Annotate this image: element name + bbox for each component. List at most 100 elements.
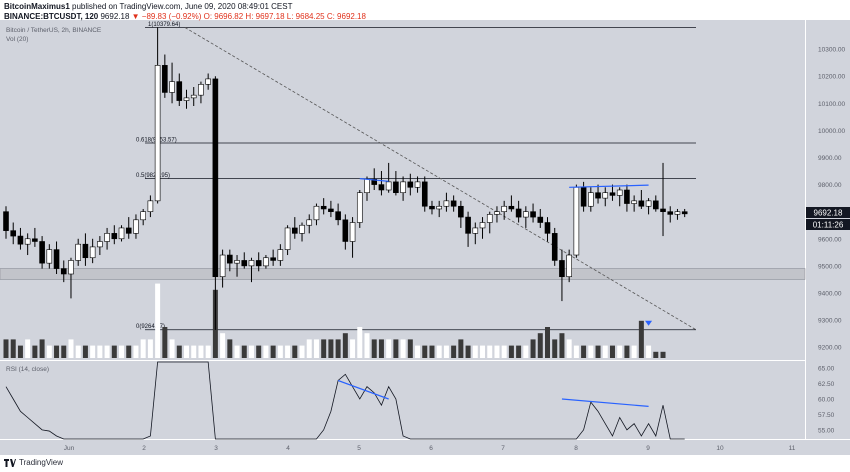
descending-trendline[interactable]	[184, 27, 697, 331]
candle-body	[588, 192, 594, 207]
volume-bar	[147, 339, 153, 358]
volume-bar	[104, 345, 110, 358]
volume-bar	[357, 327, 363, 358]
candle-body	[10, 230, 17, 237]
volume-bar	[602, 345, 608, 358]
tradingview-logo-icon	[4, 458, 16, 467]
volume-bar	[162, 327, 168, 358]
symbol[interactable]: BINANCE:BTCUSDT, 120	[4, 12, 99, 21]
volume-bar	[472, 345, 478, 358]
time-axis-bg	[0, 439, 850, 455]
volume-bar	[263, 345, 269, 358]
volume-bar	[313, 339, 319, 358]
rsi-divergence-right[interactable]	[561, 398, 649, 407]
resistance-line-left[interactable]	[359, 178, 389, 182]
volume-bar	[321, 339, 327, 358]
candle-body	[46, 249, 53, 264]
candle-body	[68, 260, 74, 275]
candle-body	[270, 257, 276, 261]
volume-bar	[465, 345, 471, 358]
candle-body	[508, 205, 515, 210]
volume-bar	[523, 345, 529, 358]
volume-bar	[595, 345, 601, 358]
volume-bar	[451, 345, 457, 358]
volume-bar	[17, 345, 23, 358]
candle-body	[140, 211, 146, 221]
volume-bar	[32, 345, 38, 358]
candle-body	[566, 254, 572, 278]
volume-bar	[10, 339, 16, 358]
price-change: ▼ −89.83 (−0.92%)	[131, 12, 202, 21]
author[interactable]: BitcoinMaximus1	[4, 2, 70, 11]
down-arrow-icon	[645, 320, 653, 326]
rsi-axis-tick: 62.50	[818, 381, 835, 388]
time-axis-tick: 10	[716, 445, 724, 452]
candle-body	[125, 227, 132, 234]
candle-body	[32, 238, 38, 242]
candle-body	[277, 249, 284, 261]
volume-bar	[140, 339, 146, 358]
candle-body	[219, 254, 226, 278]
volume-bar	[285, 345, 291, 358]
candle-body	[414, 181, 421, 188]
volume-bar	[573, 345, 579, 358]
time-axis-tick: Jun	[64, 445, 75, 452]
candle-body	[486, 214, 493, 223]
rsi-line	[5, 361, 685, 440]
fib-level-label: 0(9264.27)	[136, 324, 165, 330]
candle-body	[212, 78, 219, 278]
candle-body	[364, 178, 370, 194]
candle-body	[479, 222, 486, 229]
volume-bar	[537, 333, 543, 358]
candle-body	[580, 186, 587, 207]
candle-body	[602, 192, 609, 199]
candle-body	[421, 181, 428, 207]
volume-bar	[487, 345, 493, 358]
candle-body	[660, 208, 666, 212]
volume-bar	[660, 351, 666, 358]
ohlc-values: O: 9696.82 H: 9697.18 L: 9684.25 C: 9692…	[203, 12, 366, 21]
candle-body	[523, 211, 529, 218]
volume-bar	[61, 345, 67, 358]
candle-body	[169, 81, 175, 93]
candle-body	[624, 189, 630, 204]
volume-bar	[407, 339, 413, 358]
candle-body	[190, 94, 197, 99]
candle-body	[458, 205, 464, 218]
candle-body	[111, 233, 118, 240]
tradingview-logo[interactable]: TradingView	[4, 458, 63, 467]
volume-bar	[119, 345, 125, 358]
candle-body	[515, 208, 522, 218]
candle-body	[450, 200, 457, 207]
candle-body	[162, 65, 168, 93]
volume-bar	[270, 345, 276, 358]
resistance-line-right[interactable]	[569, 184, 649, 188]
volume-bar	[342, 333, 348, 358]
time-axis-tick: 11	[789, 445, 796, 452]
rsi-divergence-left[interactable]	[337, 379, 389, 400]
volume-bar	[198, 345, 204, 358]
candle-body	[313, 205, 320, 221]
time-axis-tick: 4	[286, 445, 290, 452]
candle-body	[407, 181, 414, 188]
volume-bar	[25, 339, 31, 358]
rsi-pane-label: RSI (14, close)	[6, 366, 49, 373]
support-zone[interactable]	[0, 268, 806, 280]
candle-body	[255, 260, 262, 267]
volume-bar	[559, 333, 565, 358]
candle-body	[328, 208, 334, 212]
time-axis-tick: 2	[142, 445, 146, 452]
volume-bar	[205, 345, 211, 358]
volume-bar	[306, 339, 312, 358]
candle-body	[306, 219, 313, 226]
candle-body	[631, 200, 637, 204]
time-axis-tick: 8	[574, 445, 578, 452]
volume-bar	[364, 333, 370, 358]
candle-body	[205, 78, 211, 85]
candle-body	[616, 189, 623, 196]
candle-body	[349, 222, 356, 242]
publish-line: BitcoinMaximus1 published on TradingView…	[4, 2, 366, 12]
volume-bar	[646, 345, 652, 358]
volume-bar	[75, 345, 81, 358]
